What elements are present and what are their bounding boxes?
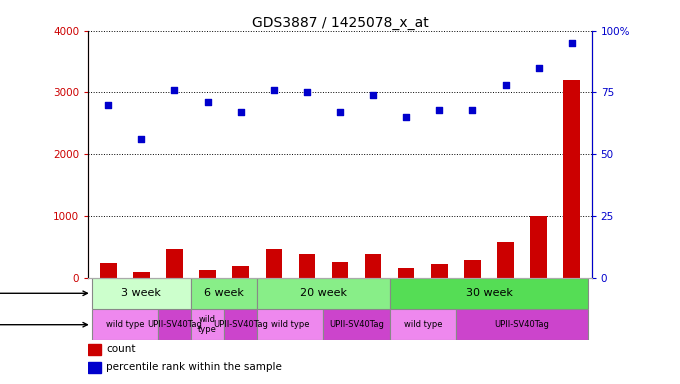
Point [566,40,577,46]
Point [103,102,114,108]
Bar [257,309,324,340]
Bar [530,216,547,278]
Point [467,107,478,113]
Bar [133,272,150,278]
Bar [456,309,588,340]
Bar [158,309,191,340]
Text: age: age [0,288,88,298]
Bar [398,268,415,278]
Point [301,89,312,96]
Text: UPII-SV40Tag: UPII-SV40Tag [494,320,549,329]
Bar [191,309,224,340]
Text: 3 week: 3 week [122,288,161,298]
Text: wild type: wild type [271,320,309,329]
Bar [88,362,101,373]
Point [335,109,345,115]
Text: count: count [106,344,135,354]
Bar [92,309,158,340]
Text: UPII-SV40Tag: UPII-SV40Tag [329,320,384,329]
Point [434,107,445,113]
Text: wild type: wild type [105,320,144,329]
Text: percentile rank within the sample: percentile rank within the sample [106,362,282,372]
Title: GDS3887 / 1425078_x_at: GDS3887 / 1425078_x_at [252,16,428,30]
Bar [431,264,447,278]
Text: UPII-SV40Tag: UPII-SV40Tag [147,320,202,329]
Bar [324,309,390,340]
Bar [390,309,456,340]
Bar [265,248,282,278]
Bar [166,248,183,278]
Text: genotype/variation: genotype/variation [0,320,88,330]
Point [235,109,246,115]
Text: wild
type: wild type [198,315,217,334]
Text: 30 week: 30 week [466,288,513,298]
Point [136,136,147,142]
Text: wild type: wild type [403,320,442,329]
Point [169,87,180,93]
Bar [464,260,481,278]
Point [500,82,511,88]
Point [269,87,279,93]
Bar [299,254,315,278]
Bar [390,278,588,309]
Bar [332,262,348,278]
Bar [257,278,390,309]
Text: 20 week: 20 week [300,288,347,298]
Point [401,114,411,120]
Point [533,65,544,71]
Bar [191,278,257,309]
Bar [92,278,191,309]
Bar [88,344,101,355]
Bar [564,80,580,278]
Bar [199,270,216,278]
Text: UPII-SV40Tag: UPII-SV40Tag [214,320,268,329]
Point [368,92,379,98]
Bar [100,263,116,278]
Bar [233,266,249,278]
Point [202,99,213,105]
Bar [365,254,381,278]
Bar [497,242,514,278]
Text: 6 week: 6 week [204,288,244,298]
Bar [224,309,257,340]
